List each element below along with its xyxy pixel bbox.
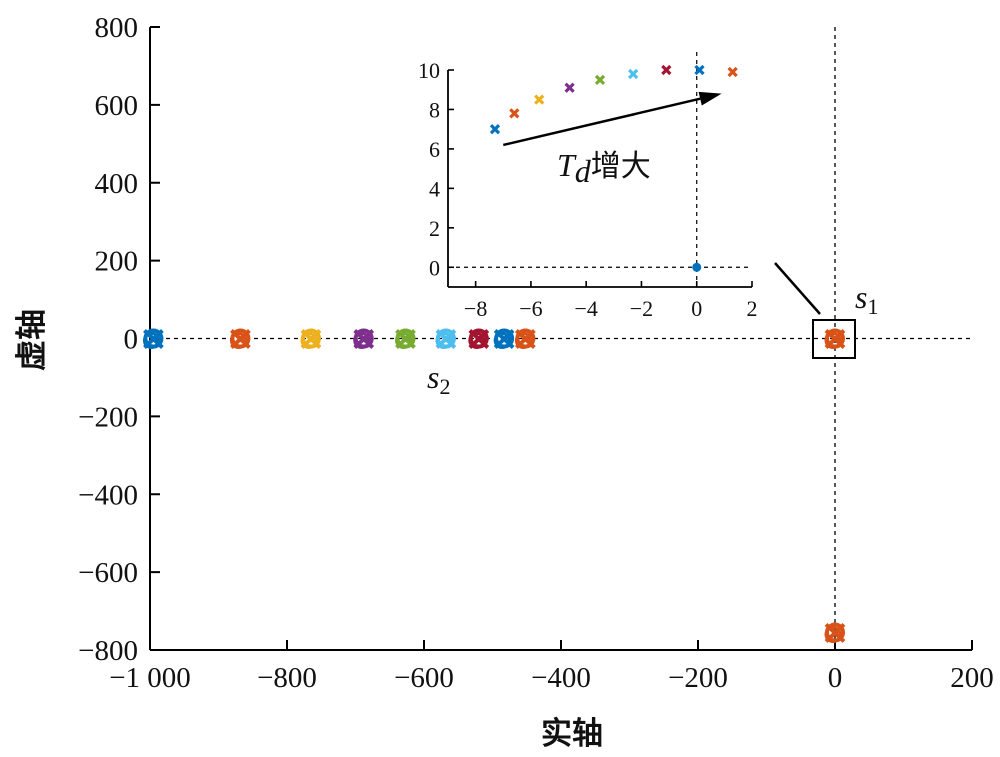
y-tick-label: −400 xyxy=(78,479,138,511)
x-tick-label: −200 xyxy=(668,662,728,694)
pole-cluster xyxy=(395,328,416,349)
pole-cluster-cross xyxy=(515,329,536,349)
pole-cluster xyxy=(435,328,457,349)
pole-cluster xyxy=(493,328,515,349)
inset-pole-marker xyxy=(594,74,606,85)
td-increase-label: Td增大 xyxy=(557,147,651,189)
pole-cluster-ring xyxy=(142,332,160,349)
inset-pole-cross xyxy=(509,108,520,119)
inset-x-tick-label: 0 xyxy=(691,296,702,321)
x-axis-label: 实轴 xyxy=(541,716,603,752)
inset-pole-cross xyxy=(628,68,639,80)
inset-x-tick-label: −2 xyxy=(630,296,653,321)
inset-x-tick-label: 2 xyxy=(747,296,758,321)
td-arrow-head xyxy=(698,91,722,106)
y-tick-label: 800 xyxy=(95,12,139,44)
pole-cluster-ring xyxy=(493,332,511,349)
y-tick-label: −200 xyxy=(78,401,138,433)
pole-cluster-ring xyxy=(300,332,318,349)
y-tick-label: 600 xyxy=(95,90,139,122)
inset-pole-cross xyxy=(564,82,575,93)
y-tick-label: −600 xyxy=(78,557,138,589)
inset-y-tick-label: 6 xyxy=(429,137,440,162)
y-tick-label: 0 xyxy=(124,324,139,356)
inset-pole-cross xyxy=(694,64,705,76)
pole-cluster xyxy=(353,328,375,349)
pole-cluster-ring xyxy=(395,332,413,349)
zoom-connector xyxy=(774,262,821,315)
pole-cluster-ring xyxy=(514,332,532,349)
pole-cluster-cross xyxy=(493,329,515,349)
inset-pole-marker xyxy=(489,124,501,135)
s1-label: s1 xyxy=(855,279,878,319)
pole-cluster-cross xyxy=(468,329,490,349)
inset-pole-dot xyxy=(692,262,702,272)
inset-pole-marker xyxy=(694,64,705,76)
inset-pole-marker xyxy=(564,82,575,93)
td-arrow-shaft xyxy=(502,97,701,147)
inset-pole-marker xyxy=(534,94,545,105)
pole-cluster-ring xyxy=(824,625,842,643)
pole-cluster-cross xyxy=(824,623,846,643)
pole-cluster-cross xyxy=(353,329,375,349)
inset-y-tick-label: 4 xyxy=(429,176,440,201)
pole-cluster xyxy=(514,328,536,349)
pole-cluster xyxy=(824,622,846,643)
y-tick-label: 400 xyxy=(95,168,139,200)
inset-x-tick-label: −8 xyxy=(464,296,487,321)
pole-cluster-ring xyxy=(435,332,453,349)
pole-cluster-ring xyxy=(468,332,486,349)
inset-x-tick-label: −4 xyxy=(574,296,597,321)
x-tick-label: −600 xyxy=(394,662,454,694)
pole-cluster-cross xyxy=(230,329,251,349)
pole-cluster xyxy=(229,328,251,349)
pole-cluster-cross xyxy=(824,329,846,349)
inset-pole-cross xyxy=(661,64,672,76)
pole-cluster-cross xyxy=(300,329,322,349)
pole-cluster-cross xyxy=(395,329,416,349)
pole-cluster-ring xyxy=(229,332,247,349)
inset-pole-marker xyxy=(727,66,738,78)
inset-y-tick-label: 2 xyxy=(429,216,440,241)
pole-cluster xyxy=(824,328,846,349)
inset-pole-cross xyxy=(489,124,501,135)
x-tick-label: −400 xyxy=(531,662,591,694)
inset-y-tick-label: 10 xyxy=(418,58,440,83)
inset-pole-cross xyxy=(534,94,545,105)
inset-pole-cross xyxy=(594,74,606,85)
pole-cluster-cross xyxy=(143,329,164,349)
y-tick-label: 200 xyxy=(95,246,139,278)
inset-y-tick-label: 8 xyxy=(429,97,440,122)
inset-pole-cross xyxy=(727,66,738,78)
pole-cluster-ring xyxy=(353,332,371,349)
x-tick-label: 200 xyxy=(950,662,994,694)
pole-cluster-cross xyxy=(435,329,457,349)
inset-pole-marker xyxy=(509,108,520,119)
pole-cluster xyxy=(468,328,490,349)
inset-x-tick-label: −6 xyxy=(519,296,542,321)
inset-y-tick-label: 0 xyxy=(429,255,440,280)
inset-pole-marker xyxy=(661,64,672,76)
pole-cluster xyxy=(142,328,164,349)
zoom-box xyxy=(812,319,856,359)
x-tick-label: −1 000 xyxy=(109,662,191,694)
s2-label: s2 xyxy=(427,359,450,399)
y-axis-label: 虚轴 xyxy=(14,309,50,371)
y-tick-label: −800 xyxy=(78,635,138,667)
inset-pole-marker xyxy=(628,68,639,80)
x-tick-label: 0 xyxy=(828,662,843,694)
pole-cluster xyxy=(300,328,322,349)
x-tick-label: −800 xyxy=(257,662,317,694)
pole-cluster-ring xyxy=(824,332,842,349)
